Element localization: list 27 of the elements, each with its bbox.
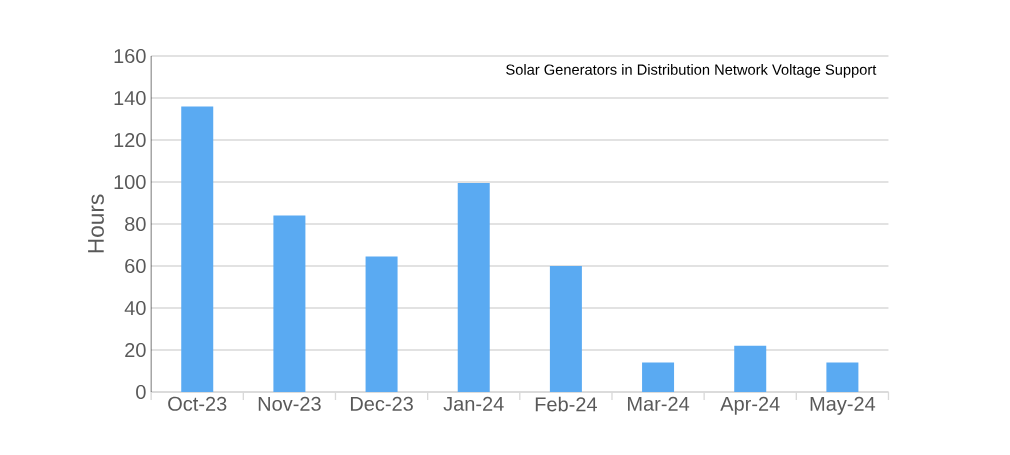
y-tick-label: 160	[114, 48, 146, 64]
x-tick-label: Feb-24	[535, 396, 597, 412]
x-tick-label: Apr-24	[720, 396, 780, 415]
bar	[181, 106, 214, 392]
bar	[273, 215, 306, 392]
y-tick-label: 120	[114, 132, 146, 148]
bar	[642, 362, 675, 392]
x-tick-label: Dec-23	[350, 396, 413, 411]
x-tick-label: May-24	[810, 396, 876, 415]
y-tick-label: 80	[125, 216, 146, 232]
x-tick-label: Oct-23	[168, 396, 227, 411]
x-tick-label: Mar-24	[628, 396, 690, 411]
y-tick-label: 20	[125, 342, 146, 358]
bar	[549, 266, 582, 392]
y-tick-label: 0	[136, 384, 146, 400]
bar	[734, 345, 767, 392]
bar	[365, 256, 398, 392]
y-tick-label: 100	[114, 174, 146, 190]
y-tick-label: 60	[125, 258, 146, 274]
x-tick-label: Nov-23	[258, 396, 321, 411]
y-axis-title: Hours	[88, 194, 104, 253]
annotation: Solar Generators in Distribution Network Voltage Support	[506, 64, 877, 78]
bar	[826, 362, 859, 392]
bar	[457, 183, 490, 392]
x-tick-label: Jan-24	[443, 396, 504, 411]
y-tick-label: 140	[114, 90, 146, 106]
y-tick-label: 40	[124, 300, 146, 316]
